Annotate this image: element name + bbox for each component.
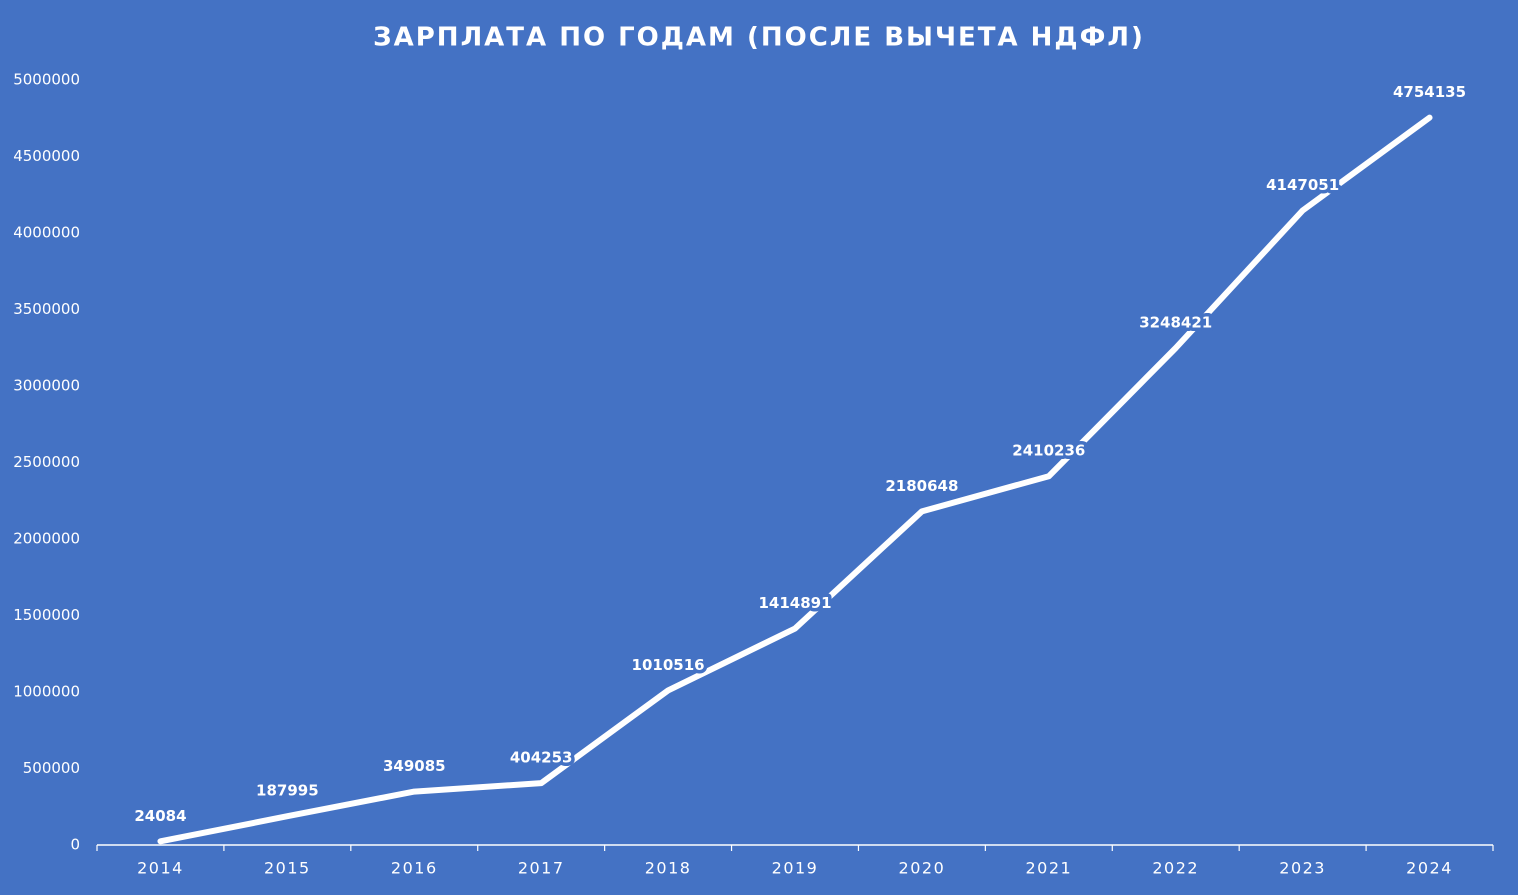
data-label: 1010516: [632, 656, 705, 674]
x-tick-label: 2016: [391, 859, 438, 878]
x-tick-label: 2020: [899, 859, 946, 878]
x-tick-label: 2015: [264, 859, 311, 878]
y-tick-label: 4500000: [13, 147, 80, 165]
data-label: 4754135: [1393, 83, 1466, 101]
data-label: 4147051: [1266, 176, 1339, 194]
x-tick-label: 2021: [1025, 859, 1072, 878]
data-label: 404253: [510, 749, 573, 767]
x-tick-label: 2019: [772, 859, 819, 878]
data-label: 2410236: [1012, 442, 1085, 460]
y-tick-label: 3500000: [13, 300, 80, 318]
x-tick-label: 2017: [518, 859, 565, 878]
y-tick-label: 3000000: [13, 377, 80, 395]
y-tick-label: 500000: [23, 759, 80, 777]
x-tick-label: 2023: [1279, 859, 1326, 878]
y-tick-label: 5000000: [13, 71, 80, 89]
x-tick-label: 2024: [1406, 859, 1453, 878]
y-tick-label: 4000000: [13, 224, 80, 242]
x-tick-label: 2022: [1152, 859, 1199, 878]
data-label: 24084: [134, 807, 186, 825]
y-tick-label: 1000000: [13, 683, 80, 701]
data-label: 1414891: [758, 594, 831, 612]
y-tick-label: 1500000: [13, 606, 80, 624]
data-label: 349085: [383, 757, 446, 775]
y-tick-label: 2000000: [13, 530, 80, 548]
y-tick-label: 2500000: [13, 453, 80, 471]
y-tick-label: 0: [70, 836, 80, 854]
data-label: 2180648: [885, 477, 958, 495]
data-label: 187995: [256, 782, 319, 800]
x-tick-label: 2014: [137, 859, 184, 878]
line: [157, 114, 1433, 845]
data-label: 3248421: [1139, 313, 1212, 331]
x-tick-label: 2018: [645, 859, 692, 878]
chart-title: ЗАРПЛАТА ПО ГОДАМ (ПОСЛЕ ВЫЧЕТА НДФЛ): [373, 23, 1145, 53]
